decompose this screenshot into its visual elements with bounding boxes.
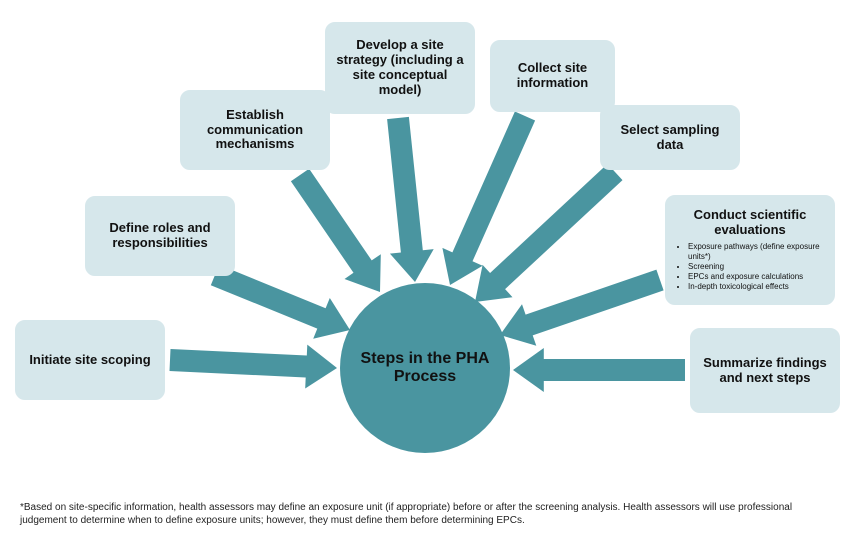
arrow-roles [211, 265, 350, 339]
node-roles: Define roles and responsibilities [85, 196, 235, 276]
node-label: Conduct scientific evaluations [674, 208, 826, 238]
diagram-stage: Steps in the PHA Process Initiate site s… [0, 0, 850, 535]
arrow-summarize [513, 348, 685, 392]
node-label: Select sampling data [609, 123, 731, 153]
node-sampling: Select sampling data [600, 105, 740, 170]
bullet: Screening [688, 262, 822, 271]
bullet: In-depth toxicological effects [688, 282, 822, 291]
bullet: Exposure pathways (define exposure units… [688, 242, 822, 260]
node-label: Develop a site strategy (including a sit… [334, 38, 466, 98]
arrow-collect [442, 112, 535, 286]
node-label: Establish communication mechanisms [189, 108, 321, 153]
node-comm: Establish communication mechanisms [180, 90, 330, 170]
node-strategy: Develop a site strategy (including a sit… [325, 22, 475, 114]
bullet: EPCs and exposure calculations [688, 272, 822, 281]
footnote: *Based on site-specific information, hea… [20, 502, 830, 527]
arrow-initiate [170, 345, 338, 389]
node-scientific: Conduct scientific evaluations Exposure … [665, 195, 835, 305]
node-collect: Collect site information [490, 40, 615, 112]
node-summarize: Summarize findings and next steps [690, 328, 840, 413]
node-label: Summarize findings and next steps [699, 356, 831, 386]
node-label: Initiate site scoping [29, 353, 150, 368]
center-circle: Steps in the PHA Process [340, 283, 510, 453]
arrow-scientific [500, 270, 664, 346]
node-initiate: Initiate site scoping [15, 320, 165, 400]
center-label: Steps in the PHA Process [340, 350, 510, 386]
node-label: Collect site information [499, 61, 606, 91]
arrow-comm [291, 169, 381, 292]
node-label: Define roles and responsibilities [94, 221, 226, 251]
node-scientific-bullets: Exposure pathways (define exposure units… [674, 241, 826, 292]
arrow-strategy [387, 117, 434, 282]
arrow-sampling [475, 164, 623, 302]
